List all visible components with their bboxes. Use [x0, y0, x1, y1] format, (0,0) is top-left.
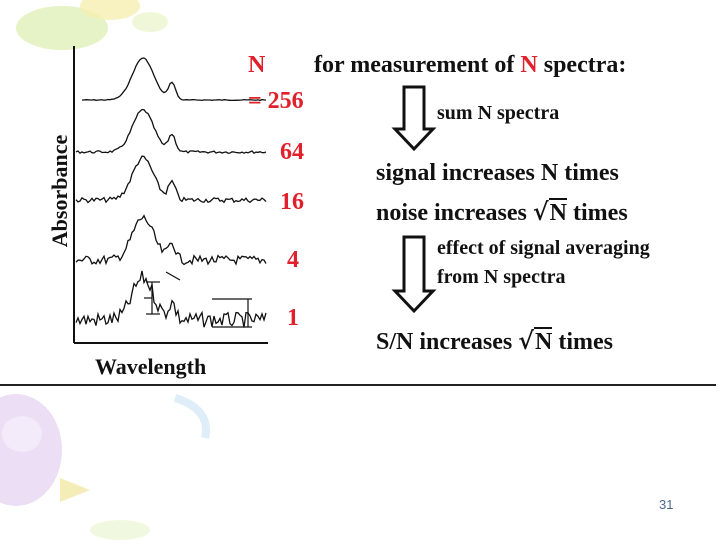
step-sum-label: sum N spectra	[437, 102, 560, 124]
x-axis-label: Wavelength	[95, 354, 207, 379]
n-label-4: 4	[287, 247, 299, 273]
n-title: N	[248, 52, 266, 78]
heading: for measurement of N spectra:	[314, 52, 627, 78]
sn-result: S/N increases √N times	[376, 326, 613, 355]
spectrum-trace-2	[75, 108, 267, 155]
page-number: 31	[659, 497, 674, 512]
n-label-256: = 256	[248, 88, 304, 114]
spectrum-trace-5	[75, 270, 267, 328]
n-label-16: 16	[280, 189, 304, 215]
heading-n: N	[520, 52, 538, 78]
step-averaging-line1: effect of signal averaging	[437, 237, 650, 259]
spectrum-trace-3	[75, 155, 267, 204]
axes	[73, 46, 268, 344]
down-arrow-1	[391, 85, 437, 152]
slide-divider	[0, 384, 716, 386]
sqrt-n: √N	[532, 197, 568, 226]
spectrum-trace-4	[75, 214, 267, 266]
n-label-64: 64	[280, 139, 304, 165]
noise-result: noise increases √N times	[376, 197, 628, 226]
y-axis-label: Absorbance	[47, 134, 72, 248]
step-averaging-line2: from N spectra	[437, 266, 566, 288]
error-bars	[144, 271, 252, 328]
sqrt-n: √N	[518, 326, 553, 355]
spectrum-trace-1	[82, 57, 267, 102]
n-label-1: 1	[287, 305, 299, 331]
down-arrow-2	[391, 235, 437, 314]
signal-result: signal increases N times	[376, 160, 619, 186]
